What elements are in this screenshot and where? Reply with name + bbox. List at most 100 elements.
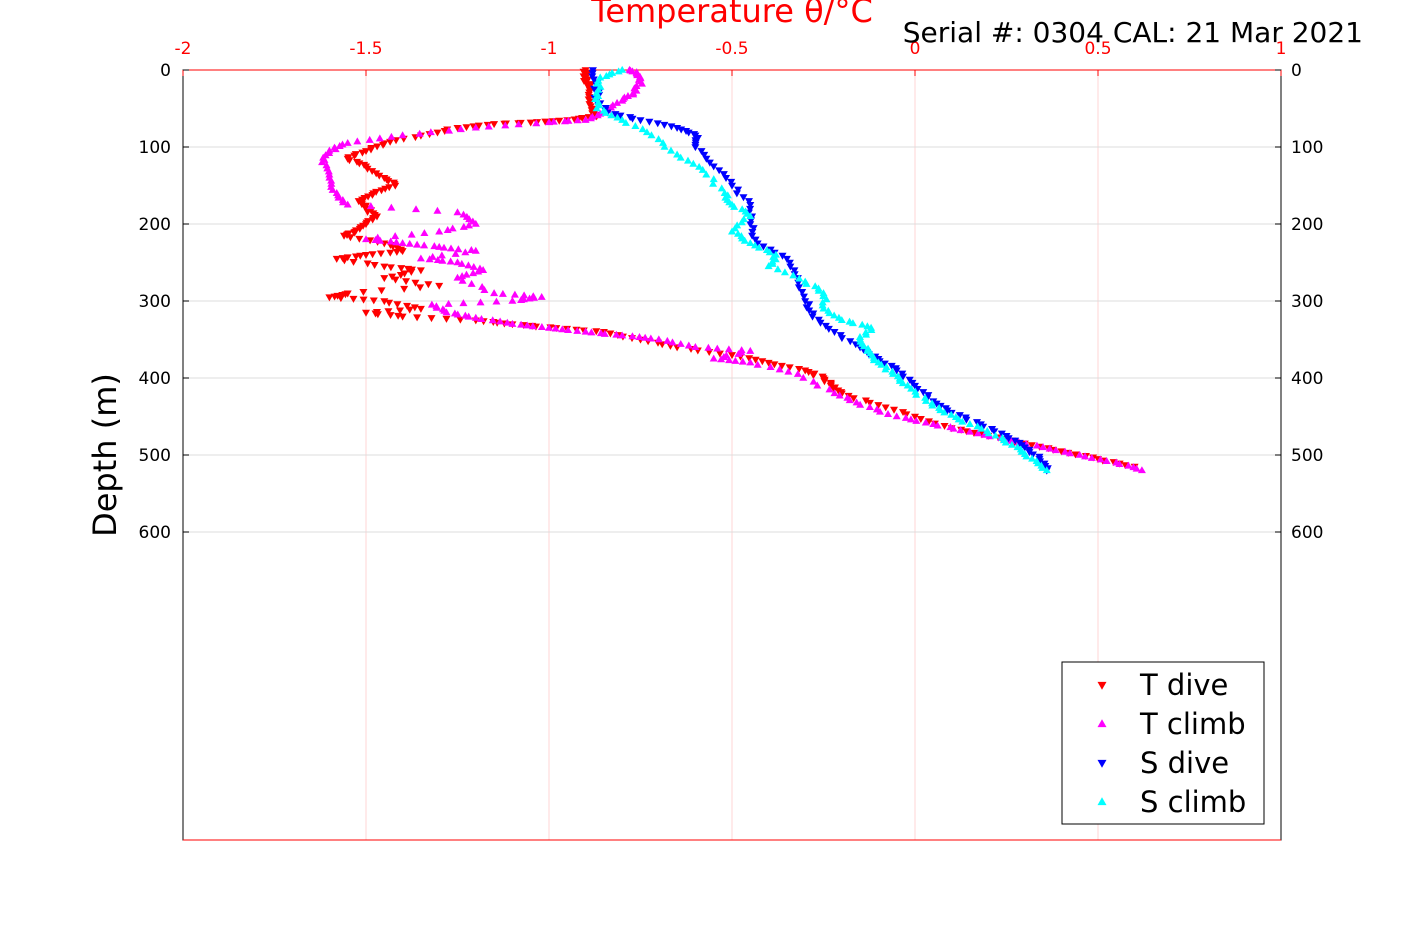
data-point-t-dive [396,272,405,279]
data-point-s-climb [654,135,663,143]
data-point-s-dive [667,123,676,131]
data-point-s-dive [766,246,775,254]
data-point-s-climb [893,372,902,380]
data-point-s-climb [762,246,771,253]
data-point-t-climb [462,270,471,278]
data-point-t-climb [793,369,802,377]
data-point-t-climb [467,246,476,253]
data-point-s-dive [746,221,755,229]
data-point-s-dive [786,263,795,271]
data-point-t-climb [461,248,470,256]
data-point-t-dive [380,275,389,283]
data-point-t-climb [464,261,473,269]
data-point-t-climb [519,295,528,303]
data-point-s-climb [1037,461,1046,469]
data-point-t-dive [363,260,372,268]
data-point-t-dive [340,232,349,240]
data-point-t-climb [510,290,519,298]
data-point-s-climb [811,282,820,290]
data-point-s-climb [921,393,930,401]
data-point-s-dive [751,236,760,244]
data-point-s-climb [814,284,823,292]
data-point-s-dive [702,155,711,163]
data-point-t-dive [745,355,754,363]
data-point-t-climb [587,328,596,336]
data-point-s-dive [892,367,901,375]
data-point-t-climb [375,134,384,142]
data-point-t-climb [1124,461,1133,469]
data-point-s-climb [618,115,627,123]
data-point-t-dive [386,138,395,146]
data-point-s-climb [861,328,870,336]
data-point-t-climb [478,282,487,290]
data-point-t-dive [410,304,419,312]
data-point-s-dive [691,144,700,152]
data-point-s-climb [709,175,718,183]
data-point-s-climb [660,142,669,150]
data-point-t-dive [411,279,420,287]
data-point-s-dive [919,389,928,397]
data-point-t-climb [496,317,505,325]
data-series [318,65,1146,475]
data-point-t-dive [911,413,919,421]
data-point-s-dive [837,335,846,343]
data-point-t-climb [663,336,672,344]
data-point-t-climb [458,276,467,284]
data-point-t-climb [338,195,347,203]
data-point-s-dive [748,232,757,240]
data-point-t-dive [391,276,400,284]
data-point-s-dive [645,118,654,126]
data-point-t-climb [1112,458,1121,466]
data-point-t-climb [628,332,637,340]
y-tick-label-left: 500 [139,446,171,466]
data-point-t-climb [398,239,407,247]
data-point-s-climb [882,363,891,371]
x-tick-label: 1 [1276,39,1287,59]
data-point-s-dive [801,298,810,306]
data-point-t-climb [420,241,429,249]
data-point-s-climb [958,417,967,425]
data-point-s-dive [778,252,787,260]
data-point-s-climb [1013,443,1022,451]
data-point-t-climb [476,298,485,306]
y-tick-label-right: 0 [1291,61,1302,81]
data-point-t-climb [830,389,839,397]
data-point-s-dive [808,313,817,321]
data-point-s-climb [673,150,682,158]
data-point-t-climb [392,238,401,246]
data-point-t-dive [940,422,949,430]
data-point-t-climb [865,403,874,411]
data-point-s-dive [734,186,743,194]
data-point-t-climb [722,351,731,359]
data-point-t-dive [962,428,971,436]
data-point-s-dive [700,151,709,159]
data-point-s-climb [977,424,986,432]
data-point-s-climb [746,239,755,247]
data-point-t-climb [608,101,617,109]
data-point-t-dive [373,311,382,319]
data-point-t-dive [385,299,394,307]
data-point-t-dive [350,152,359,160]
x-tick-label: -0.5 [715,39,748,59]
data-point-s-climb [928,399,937,407]
data-point-t-climb [753,360,762,368]
data-point-t-dive [705,349,714,356]
data-point-t-climb [520,291,529,299]
data-point-t-climb [581,327,590,335]
data-point-s-climb [608,68,617,76]
data-point-t-climb [724,345,733,353]
data-point-t-dive [442,315,451,323]
data-point-t-climb [332,189,341,196]
data-point-s-dive [1004,435,1013,443]
data-point-s-dive [759,243,768,251]
data-point-t-climb [453,258,462,266]
data-point-s-dive [590,85,599,93]
data-point-t-climb [813,381,822,389]
x-tick-label: -1 [541,39,558,59]
data-point-t-dive [368,168,377,176]
data-point-t-dive [362,252,370,259]
data-point-s-dive [943,407,952,415]
data-point-t-climb [737,346,746,354]
data-point-t-climb [625,65,634,73]
